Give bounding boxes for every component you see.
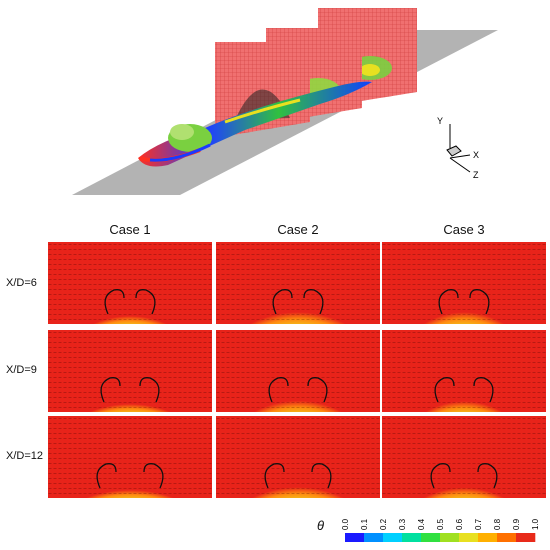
colorbar-swatch <box>497 533 517 542</box>
vortex-arrows <box>264 463 332 489</box>
axis-z-label: Z <box>473 170 479 180</box>
contour-panel-row1-case2 <box>216 242 380 324</box>
case-1-label: Case 1 <box>109 222 151 237</box>
contour-panel-row3-case3 <box>382 416 546 498</box>
colorbar-swatch <box>440 533 460 542</box>
colorbar-swatch <box>402 533 422 542</box>
velocity-vectors <box>216 330 380 412</box>
velocity-vectors <box>382 242 546 324</box>
contour-panel-row1-case1 <box>48 242 212 324</box>
colorbar-tick-label: 0.2 <box>379 518 388 530</box>
vortex-arrows <box>268 377 328 403</box>
contour-panel-row2-case3 <box>382 330 546 412</box>
case-3-label: Case 3 <box>443 222 485 237</box>
vortex-arrows <box>96 463 164 489</box>
colorbar-tick-label: 1.0 <box>531 518 540 530</box>
colorbar: 0.0 0.1 0.2 0.3 0.4 0.5 0.6 0.7 0.8 0.9 1.0 <box>341 518 540 542</box>
axis-triad <box>446 124 471 173</box>
colorbar-tick-label: 0.4 <box>417 518 426 530</box>
colorbar-tick-label: 0.6 <box>455 518 464 530</box>
row-label-xd9: X/D=9 <box>6 364 37 376</box>
velocity-vectors <box>48 330 212 412</box>
colorbar-swatch <box>383 533 403 542</box>
velocity-vectors <box>216 416 380 498</box>
row-label-xd6: X/D=6 <box>6 277 37 289</box>
contour-panel-row3-case2 <box>216 416 380 498</box>
colorbar-swatch <box>364 533 384 542</box>
colorbar-tick-label: 0.9 <box>512 518 521 530</box>
colorbar-symbol: θ <box>317 518 325 533</box>
velocity-vectors <box>382 416 546 498</box>
velocity-vectors <box>382 330 546 412</box>
axis-y-label: Y <box>437 116 443 126</box>
vortex-arrows <box>434 377 494 403</box>
colorbar-swatch <box>516 533 536 542</box>
contour-panel-row2-case2 <box>216 330 380 412</box>
colorbar-tick-label: 0.5 <box>436 518 445 530</box>
velocity-vectors <box>48 242 212 324</box>
case-2-label: Case 2 <box>277 222 319 237</box>
colorbar-swatch <box>478 533 498 542</box>
isometric-3d-view: Y X Z <box>72 8 498 195</box>
velocity-vectors <box>48 416 212 498</box>
axis-x-label: X <box>473 150 479 160</box>
vortex-arrows <box>104 289 156 315</box>
contour-panel-row3-case1 <box>48 416 212 498</box>
colorbar-tick-label: 0.0 <box>341 518 350 530</box>
vortex-arrows <box>272 289 324 315</box>
colorbar-tick-label: 0.8 <box>493 518 502 530</box>
vortex-arrows <box>100 377 160 403</box>
contour-panel-row2-case1 <box>48 330 212 412</box>
row-label-xd12: X/D=12 <box>6 450 43 462</box>
colorbar-tick-label: 0.3 <box>398 518 407 530</box>
velocity-vectors <box>216 242 380 324</box>
colorbar-tick-label: 0.1 <box>360 518 369 530</box>
colorbar-swatch <box>345 533 365 542</box>
contour-panel-row1-case3 <box>382 242 546 324</box>
colorbar-tick-label: 0.7 <box>474 518 483 530</box>
colorbar-swatch <box>421 533 441 542</box>
vortex-arrows <box>438 289 490 315</box>
colorbar-swatch <box>459 533 479 542</box>
vortex-arrows <box>430 463 498 489</box>
